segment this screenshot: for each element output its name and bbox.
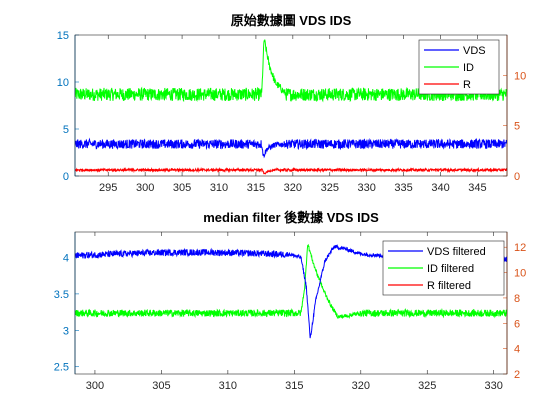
y-left-tick-label: 2.5	[54, 362, 69, 374]
legend-box	[382, 240, 505, 296]
y-left-tick-label: 15	[57, 30, 69, 42]
x-tick-label: 310	[210, 182, 228, 194]
legend-label: ID	[463, 62, 474, 74]
x-tick-label: 325	[321, 182, 339, 194]
x-tick-label: 330	[485, 380, 503, 392]
x-tick-label: 320	[284, 182, 302, 194]
x-tick-label: 305	[173, 182, 191, 194]
y-right-tick-label: 0	[514, 171, 520, 183]
x-tick-label: 340	[431, 182, 449, 194]
x-tick-label: 310	[219, 380, 237, 392]
x-tick-label: 345	[468, 182, 486, 194]
x-tick-label: 315	[285, 380, 303, 392]
x-tick-label: 295	[99, 182, 117, 194]
y-left-tick-label: 3.5	[54, 289, 69, 301]
x-tick-label: 330	[358, 182, 376, 194]
y-right-tick-label: 6	[514, 318, 520, 330]
y-left-tick-label: 0	[63, 171, 69, 183]
y-right-tick-label: 2	[514, 369, 520, 381]
legend-label: R	[463, 79, 471, 91]
y-right-tick-label: 12	[514, 242, 526, 254]
legend: VDS ID R	[418, 39, 500, 95]
y-right-tick-label: 10	[514, 268, 526, 280]
plot-frame	[74, 34, 508, 177]
chart-title: 原始數據圖 VDS IDS	[231, 13, 352, 28]
plot-frame	[74, 231, 508, 375]
legend: VDS filtered ID filtered R filtered	[382, 240, 505, 296]
x-tick-label: 300	[86, 380, 104, 392]
legend-label: VDS	[463, 45, 486, 57]
x-tick-label: 305	[152, 380, 170, 392]
y-right-tick-label: 10	[514, 70, 526, 82]
legend-label: VDS filtered	[427, 246, 486, 258]
legend-label: R filtered	[427, 280, 471, 292]
chart-raw: 原始數據圖 VDS IDS 295 300 305 310 315 320 325 330 33…	[57, 13, 527, 194]
series-line-r	[75, 166, 507, 175]
y-right-tick-label: 5	[514, 121, 520, 133]
legend-label: ID filtered	[427, 263, 474, 275]
y-right-tick-label: 4	[514, 344, 520, 356]
x-tick-label: 300	[136, 182, 154, 194]
chart-title: median filter 後數據 VDS IDS	[203, 210, 379, 225]
series-line-id-filtered	[75, 243, 507, 320]
y-right-tick-label: 8	[514, 293, 520, 305]
x-tick-label: 325	[418, 380, 436, 392]
series-line-vds	[75, 137, 507, 159]
x-tick-label: 335	[394, 182, 412, 194]
y-left-tick-label: 3	[63, 325, 69, 337]
x-tick-label: 315	[247, 182, 265, 194]
x-tick-label: 320	[352, 380, 370, 392]
y-left-tick-label: 5	[63, 124, 69, 136]
y-left-tick-label: 10	[57, 77, 69, 89]
chart-filtered: median filter 後數據 VDS IDS 300 305 310 315 32…	[54, 210, 527, 392]
y-left-tick-label: 4	[63, 252, 69, 264]
